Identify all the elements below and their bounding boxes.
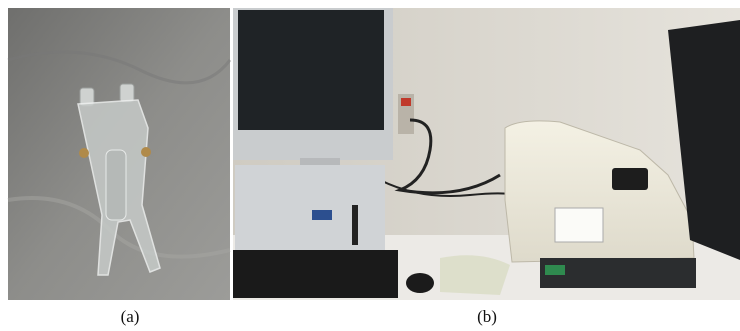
caption-b: (b) — [477, 307, 497, 326]
caption-a: (a) — [121, 307, 140, 326]
computer — [235, 165, 385, 250]
photo-a — [8, 8, 230, 300]
photo-b — [233, 8, 740, 300]
keyboard — [233, 250, 398, 298]
figure: (a) (b) — [0, 0, 740, 331]
page: {"figure": {"panels": [{"label": "(a)"},… — [0, 0, 740, 331]
